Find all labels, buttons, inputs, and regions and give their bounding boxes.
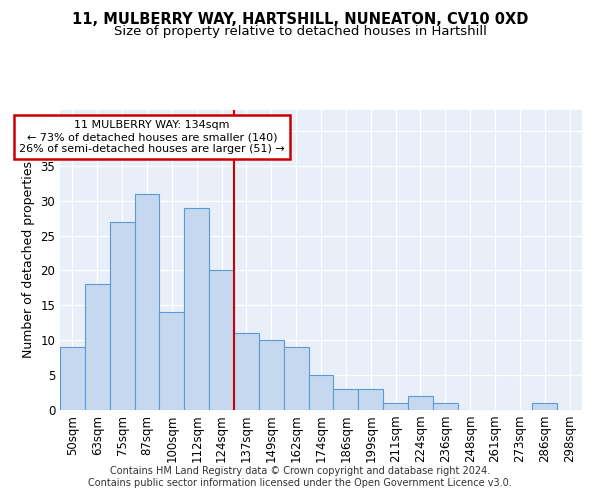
Bar xyxy=(308,375,334,410)
Text: 11, MULBERRY WAY, HARTSHILL, NUNEATON, CV10 0XD: 11, MULBERRY WAY, HARTSHILL, NUNEATON, C… xyxy=(72,12,528,28)
Text: Contains HM Land Registry data © Crown copyright and database right 2024.
Contai: Contains HM Land Registry data © Crown c… xyxy=(88,466,512,487)
Bar xyxy=(110,222,134,410)
Text: 11 MULBERRY WAY: 134sqm
← 73% of detached houses are smaller (140)
26% of semi-d: 11 MULBERRY WAY: 134sqm ← 73% of detache… xyxy=(19,120,285,154)
Bar xyxy=(134,194,160,410)
Bar xyxy=(532,403,557,410)
Bar xyxy=(334,389,358,410)
Bar xyxy=(85,284,110,410)
Bar xyxy=(358,389,383,410)
Bar xyxy=(284,347,308,410)
Text: Size of property relative to detached houses in Hartshill: Size of property relative to detached ho… xyxy=(113,25,487,38)
Bar xyxy=(160,312,184,410)
Bar xyxy=(383,403,408,410)
Bar xyxy=(259,340,284,410)
Bar xyxy=(60,347,85,410)
Bar xyxy=(209,270,234,410)
Y-axis label: Number of detached properties: Number of detached properties xyxy=(22,162,35,358)
Bar xyxy=(408,396,433,410)
Bar xyxy=(234,334,259,410)
Bar xyxy=(433,403,458,410)
Bar xyxy=(184,208,209,410)
